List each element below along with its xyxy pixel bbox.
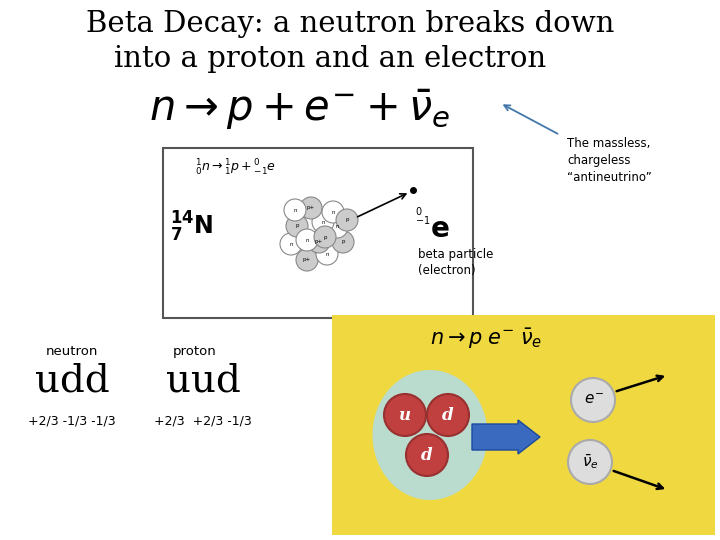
Circle shape (326, 216, 348, 238)
Text: n: n (305, 238, 309, 242)
Circle shape (312, 211, 334, 233)
Circle shape (284, 199, 306, 221)
Circle shape (427, 394, 469, 436)
Text: n: n (289, 241, 293, 246)
Circle shape (571, 378, 615, 422)
Circle shape (568, 440, 612, 484)
Text: udd: udd (35, 363, 109, 400)
Circle shape (316, 243, 338, 265)
Text: into a proton and an electron: into a proton and an electron (114, 45, 546, 73)
Circle shape (332, 231, 354, 253)
Text: $\mathbf{e}$: $\mathbf{e}$ (430, 216, 449, 243)
Circle shape (314, 226, 336, 248)
Text: proton: proton (173, 345, 217, 358)
Text: beta particle
(electron): beta particle (electron) (418, 248, 493, 277)
Circle shape (308, 231, 330, 253)
Bar (332, 315, 715, 535)
Text: p: p (346, 218, 348, 222)
Text: $n \rightarrow p\;e^{-}\;\bar{\nu}_{e}$: $n \rightarrow p\;e^{-}\;\bar{\nu}_{e}$ (430, 327, 542, 351)
Ellipse shape (372, 370, 487, 500)
Circle shape (286, 215, 308, 237)
Text: p: p (323, 234, 327, 240)
Text: p: p (295, 224, 299, 228)
Text: d: d (442, 407, 454, 423)
Circle shape (296, 249, 318, 271)
Bar (163, 148, 473, 318)
Text: u: u (399, 407, 411, 423)
Text: $n \rightarrow p + e^{-} + \bar{\nu}_{e}$: $n \rightarrow p + e^{-} + \bar{\nu}_{e}… (149, 88, 451, 132)
Text: n: n (336, 225, 338, 230)
Text: d: d (421, 447, 433, 463)
Text: neutron: neutron (46, 345, 98, 358)
Text: $^{0}_{-1}$: $^{0}_{-1}$ (415, 205, 431, 227)
Text: n: n (331, 210, 335, 214)
Text: $\mathbf{^{14}_{7}N}$: $\mathbf{^{14}_{7}N}$ (170, 210, 214, 244)
Text: $\bar{\nu}_{e}$: $\bar{\nu}_{e}$ (582, 453, 598, 471)
Text: p: p (341, 240, 345, 245)
Text: n: n (321, 219, 325, 225)
Text: $e^{-}$: $e^{-}$ (584, 393, 604, 408)
Text: $^{1}_{0}n \rightarrow ^{1}_{1}p + ^{0}_{-1}e$: $^{1}_{0}n \rightarrow ^{1}_{1}p + ^{0}_… (195, 158, 276, 178)
Text: n: n (325, 252, 329, 256)
FancyArrow shape (472, 420, 540, 454)
Text: Beta Decay: a neutron breaks down: Beta Decay: a neutron breaks down (86, 10, 614, 38)
Text: n: n (293, 207, 297, 213)
Text: p+: p+ (315, 240, 323, 245)
Circle shape (280, 233, 302, 255)
Text: p+: p+ (303, 258, 311, 262)
Circle shape (406, 434, 448, 476)
Circle shape (300, 197, 322, 219)
Circle shape (322, 201, 344, 223)
Text: The massless,
chargeless
“antineutrino”: The massless, chargeless “antineutrino” (567, 137, 652, 184)
Circle shape (384, 394, 426, 436)
Text: +2/3  +2/3 -1/3: +2/3 +2/3 -1/3 (154, 415, 252, 428)
Text: +2/3 -1/3 -1/3: +2/3 -1/3 -1/3 (28, 415, 116, 428)
Text: uud: uud (166, 363, 240, 400)
Text: p+: p+ (307, 206, 315, 211)
Circle shape (296, 229, 318, 251)
Circle shape (336, 209, 358, 231)
